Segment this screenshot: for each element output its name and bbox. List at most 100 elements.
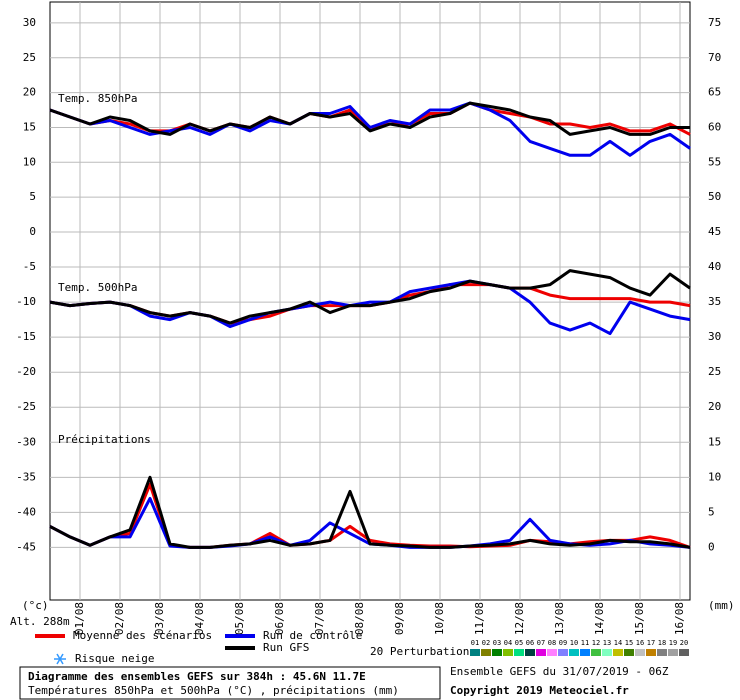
altitude: Alt. 288m <box>10 615 70 628</box>
perturbation-number: 06 <box>526 639 534 647</box>
x-tick-label: 16/08 <box>673 602 686 635</box>
perturbation-number: 01 <box>471 639 479 647</box>
perturbation-number: 20 <box>680 639 688 647</box>
perturbation-number: 08 <box>548 639 556 647</box>
perturbation-number: 07 <box>537 639 545 647</box>
y2-tick-label: 10 <box>708 470 721 483</box>
perturbation-swatch <box>569 649 579 656</box>
y-tick-label: -45 <box>16 540 36 553</box>
y-tick-label: -30 <box>16 435 36 448</box>
title-box <box>19 666 441 700</box>
perturbation-swatch <box>602 649 612 656</box>
legend-label: Run GFS <box>263 641 309 654</box>
y2-tick-label: 50 <box>708 190 721 203</box>
y2-tick-label: 75 <box>708 16 721 29</box>
perturbation-number: 10 <box>570 639 578 647</box>
perturbation-number: 17 <box>647 639 655 647</box>
x-tick-label: 11/08 <box>473 602 486 635</box>
x-tick-label: 13/08 <box>553 602 566 635</box>
x-tick-label: 15/08 <box>633 602 646 635</box>
series-line <box>49 482 691 549</box>
title: Diagramme des ensembles GEFS sur 384h : … <box>28 670 366 683</box>
y-tick-label: 0 <box>29 225 36 238</box>
y2-tick-label: 5 <box>708 505 715 518</box>
perturbation-swatch <box>514 649 524 656</box>
lines <box>49 101 691 549</box>
x-tick-label: 07/08 <box>313 602 326 635</box>
y2-tick-label: 0 <box>708 540 715 553</box>
x-tick-label: 08/08 <box>353 602 366 635</box>
perturbation-number: 12 <box>592 639 600 647</box>
y2-tick-label: 20 <box>708 400 721 413</box>
snow-label: Risque neige <box>75 652 154 665</box>
x-tick-label: 01/08 <box>73 602 86 635</box>
panel-label: Temp. 500hPa <box>58 281 137 294</box>
legend-label: Moyenne des scénarios <box>73 629 212 642</box>
perturbation-swatch <box>580 649 590 656</box>
x-tick-label: 06/08 <box>273 602 286 635</box>
perturbation-swatch <box>624 649 634 656</box>
y-tick-label: 5 <box>29 190 36 203</box>
panel-label: Précipitations <box>58 433 151 446</box>
perturbation-swatch <box>635 649 645 656</box>
x-tick-label: 05/08 <box>233 602 246 635</box>
perturbation-swatch <box>481 649 491 656</box>
y2-tick-label: 30 <box>708 330 721 343</box>
y-tick-label: 25 <box>23 51 36 64</box>
perturbation-swatch <box>525 649 535 656</box>
legend-label: Run de contrôle <box>263 629 362 642</box>
perturbation-swatch <box>536 649 546 656</box>
x-tick-label: 04/08 <box>193 602 206 635</box>
y-tick-label: -5 <box>23 260 36 273</box>
y-tick-label: -10 <box>16 295 36 308</box>
y2-tick-label: 45 <box>708 225 721 238</box>
x-tick-label: 12/08 <box>513 602 526 635</box>
perturbation-swatch <box>492 649 502 656</box>
perturbation-swatch <box>470 649 480 656</box>
perturbations-label: 20 Perturbations <box>370 645 476 658</box>
series-line <box>49 279 691 336</box>
perturbation-number: 02 <box>482 639 490 647</box>
x-tick-label: 10/08 <box>433 602 446 635</box>
y-tick-label: -15 <box>16 330 36 343</box>
y-tick-label: -25 <box>16 400 36 413</box>
perturbation-swatch <box>679 649 689 656</box>
series-line <box>49 101 690 136</box>
snow-icon <box>54 653 66 665</box>
y-tick-label: 30 <box>23 16 36 29</box>
series-line <box>49 269 691 325</box>
x-tick-label: 14/08 <box>593 602 606 635</box>
y2-tick-label: 15 <box>708 435 721 448</box>
y-tick-label: 20 <box>23 86 36 99</box>
perturbation-number: 05 <box>515 639 523 647</box>
perturbation-number: 14 <box>614 639 622 647</box>
perturbation-number: 11 <box>581 639 589 647</box>
y-tick-label: -35 <box>16 470 36 483</box>
run-info: Ensemble GEFS du 31/07/2019 - 06Z <box>450 665 669 678</box>
y2-tick-label: 40 <box>708 260 721 273</box>
x-tick-label: 02/08 <box>113 602 126 635</box>
perturbation-number: 18 <box>658 639 666 647</box>
y-tick-label: 15 <box>23 120 36 133</box>
subtitle: Températures 850hPa et 500hPa (°C) , pré… <box>28 684 399 697</box>
y-tick-label: 10 <box>23 155 36 168</box>
y-tick-label: -40 <box>16 505 36 518</box>
perturbation-swatch <box>503 649 513 656</box>
perturbation-number: 15 <box>625 639 633 647</box>
perturbation-swatch <box>646 649 656 656</box>
y2-tick-label: 55 <box>708 155 721 168</box>
y2-tick-label: 25 <box>708 365 721 378</box>
right-unit: (mm) <box>708 599 735 612</box>
copyright: Copyright 2019 Meteociel.fr <box>450 684 629 697</box>
y2-tick-label: 70 <box>708 51 721 64</box>
y2-tick-label: 60 <box>708 120 721 133</box>
series-line <box>49 475 691 549</box>
x-tick-label: 09/08 <box>393 602 406 635</box>
panel-label: Temp. 850hPa <box>58 92 137 105</box>
perturbation-number: 16 <box>636 639 644 647</box>
x-tick-label: 03/08 <box>153 602 166 635</box>
perturbation-number: 09 <box>559 639 567 647</box>
left-unit: (°c) <box>22 599 49 612</box>
perturbation-swatch <box>558 649 568 656</box>
